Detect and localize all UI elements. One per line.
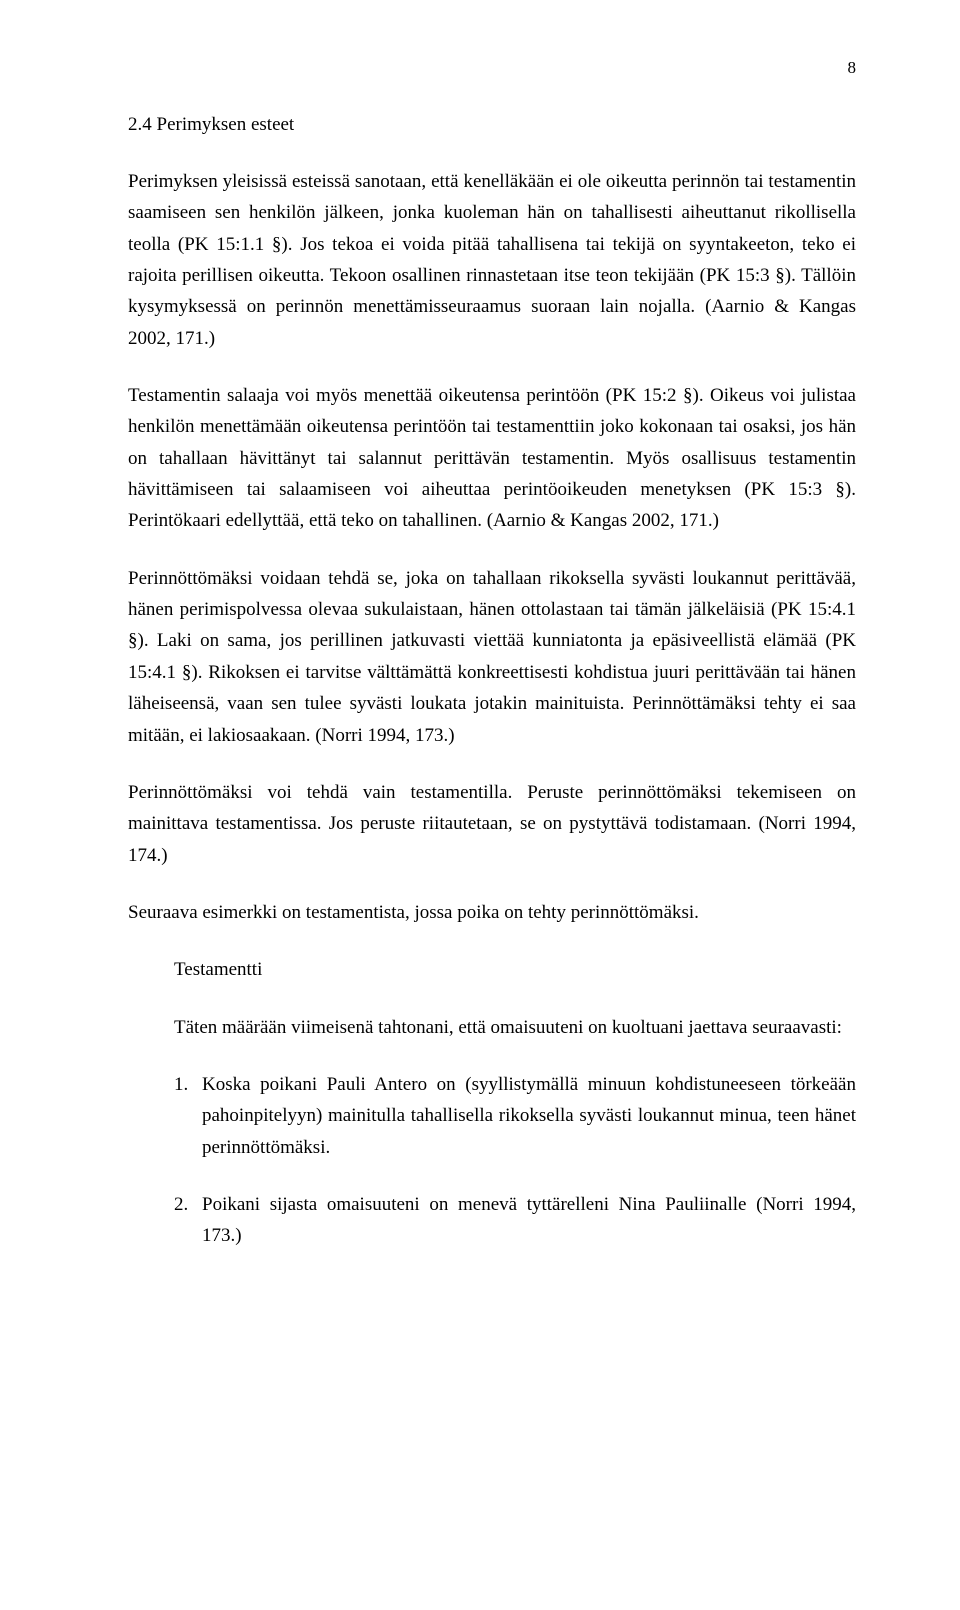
testament-intro: Täten määrään viimeisenä tahtonani, että… [174,1012,856,1043]
testament-title: Testamentti [174,954,856,985]
list-number-1: 1. [174,1069,202,1100]
list-number-2: 2. [174,1189,202,1220]
paragraph-2: Testamentin salaaja voi myös menettää oi… [128,380,856,537]
section-heading: 2.4 Perimyksen esteet [128,114,856,136]
testament-item-2-text: Poikani sijasta omaisuuteni on menevä ty… [202,1194,856,1246]
testament-item-2: 2.Poikani sijasta omaisuuteni on menevä … [174,1189,856,1252]
testament-item-1: 1.Koska poikani Pauli Antero on (syyllis… [174,1069,856,1163]
testament-item-1-text: Koska poikani Pauli Antero on (syyllisty… [202,1074,856,1158]
document-page: 8 2.4 Perimyksen esteet Perimyksen yleis… [0,0,960,1338]
paragraph-3: Perinnöttömäksi voidaan tehdä se, joka o… [128,563,856,751]
paragraph-5: Seuraava esimerkki on testamentista, jos… [128,897,856,928]
page-number: 8 [128,58,856,78]
paragraph-4: Perinnöttömäksi voi tehdä vain testament… [128,777,856,871]
paragraph-1: Perimyksen yleisissä esteissä sanotaan, … [128,166,856,354]
